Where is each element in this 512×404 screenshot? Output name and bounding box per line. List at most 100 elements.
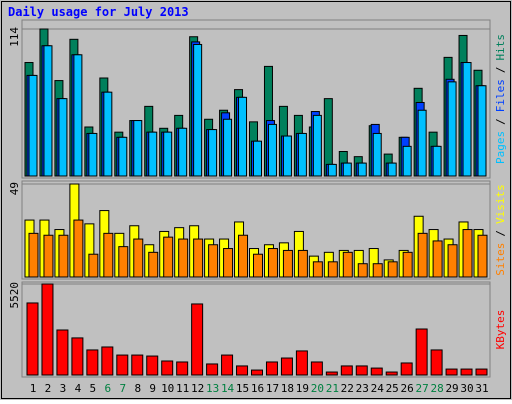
bar [178,238,189,278]
x-tick-label: 27 [416,382,429,395]
bar [56,329,69,376]
bar [462,62,472,177]
x-tick-label: 13 [206,382,219,395]
x-tick-label: 18 [281,382,294,395]
bar [372,263,383,278]
legend: Sites / Visits [494,184,507,276]
legend-separator: / [494,67,507,74]
bar [41,283,54,376]
bar [146,355,159,376]
bar [103,232,114,278]
bar [253,253,263,278]
bar [133,238,144,278]
bar [43,45,53,177]
bar [400,362,413,376]
bar [236,365,249,376]
bar [417,232,428,278]
bar [477,85,487,177]
x-tick-label: 30 [460,382,473,395]
bar [385,371,398,376]
x-tick-label: 20 [311,382,324,395]
bar [88,132,98,177]
bar [208,129,218,177]
bar [176,361,189,376]
bar [131,354,144,376]
legend-separator: / [494,118,507,125]
bar [372,132,382,177]
bar [251,369,263,376]
x-tick-label: 25 [386,382,399,395]
bar [447,81,457,177]
bar [310,361,323,376]
legend: KBytes [494,310,507,350]
x-tick-label: 12 [191,382,204,395]
bar [295,350,308,376]
bar [58,234,69,278]
bar [267,248,278,278]
legend-entry: Pages [494,131,507,164]
bar [148,251,159,278]
x-tick-label: 16 [251,382,264,395]
bar [415,328,428,376]
x-tick-label: 21 [326,382,339,395]
bar [191,303,204,376]
bar [193,238,204,278]
bar [206,363,219,376]
bar [402,145,412,177]
x-tick-label: 31 [475,382,488,395]
x-tick-label: 3 [60,382,67,395]
bar [238,234,249,278]
y-tick-label: 49 [8,182,21,195]
bar [355,365,368,376]
bar [116,354,129,376]
bar [462,229,473,278]
bar [282,249,293,278]
bar [432,145,442,177]
bar [253,140,262,177]
bar [477,234,488,278]
legend-entry: Visits [494,184,507,224]
bar [430,349,443,376]
bar [43,234,54,278]
bar [312,261,323,278]
bar [163,236,174,278]
bar [26,302,39,376]
bar [223,118,233,177]
x-tick-label: 7 [119,382,126,395]
x-tick-label: 10 [161,382,174,395]
bar [193,43,203,177]
bar [238,96,248,177]
bar [133,120,143,177]
bar [223,248,234,278]
x-tick-label: 6 [105,382,112,395]
bar [73,54,83,177]
x-tick-label: 28 [430,382,443,395]
x-tick-label: 26 [401,382,414,395]
bar [71,337,84,376]
legend-entry: Hits [494,34,507,61]
bar [148,131,158,177]
x-tick-label: 17 [266,382,279,395]
bar [357,263,368,278]
bar [475,368,488,376]
x-tick-label: 19 [296,382,309,395]
bar [297,249,308,278]
bar [28,232,39,278]
x-tick-label: 2 [45,382,52,395]
legend-separator: / [494,230,507,237]
bar [280,357,293,376]
x-tick-label: 22 [341,382,354,395]
bar [327,261,338,278]
bar [118,136,128,177]
bar [178,127,188,177]
bar [325,371,338,376]
bar [101,346,114,376]
x-tick-label: 9 [149,382,156,395]
bar [340,365,353,376]
chart-title: Daily usage for July 2013 [8,5,189,19]
bar [221,354,234,376]
bar [327,163,337,177]
x-tick-label: 29 [445,382,458,395]
